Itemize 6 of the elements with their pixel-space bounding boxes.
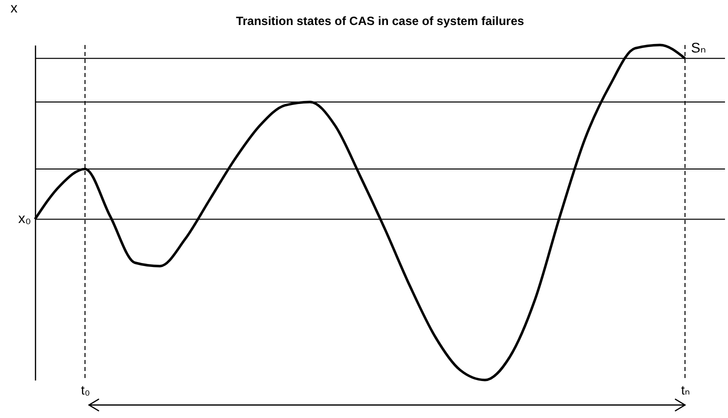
ref-line-label: x₀ (18, 210, 32, 226)
x-tick-label: t₀ (80, 382, 90, 398)
chart-title: Transition states of CAS in case of system failures (236, 14, 524, 28)
annotation: Sₙ (691, 39, 706, 56)
y-axis-title: x (10, 0, 18, 16)
x-tick-label: tₙ (681, 382, 690, 398)
